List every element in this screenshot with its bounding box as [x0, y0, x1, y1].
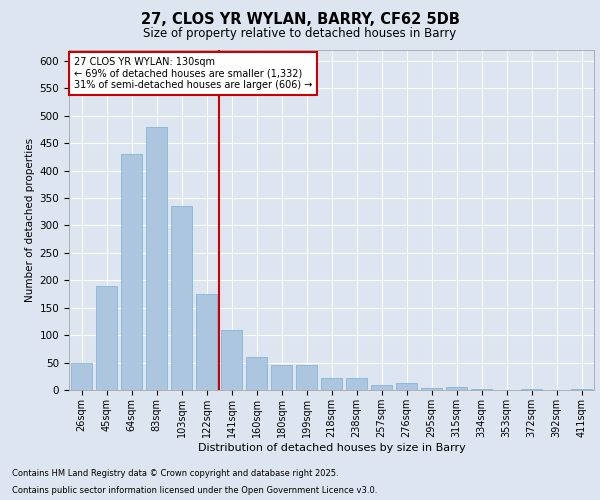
Bar: [121, 154, 142, 390]
Text: Contains public sector information licensed under the Open Government Licence v3: Contains public sector information licen…: [12, 486, 377, 495]
Bar: [296, 366, 317, 390]
Bar: [346, 378, 367, 390]
Bar: [521, 389, 542, 390]
X-axis label: Distribution of detached houses by size in Barry: Distribution of detached houses by size …: [197, 442, 466, 452]
Bar: [421, 388, 442, 390]
Bar: [71, 362, 92, 390]
Text: 27 CLOS YR WYLAN: 130sqm
← 69% of detached houses are smaller (1,332)
31% of sem: 27 CLOS YR WYLAN: 130sqm ← 69% of detach…: [74, 56, 313, 90]
Bar: [396, 384, 417, 390]
Bar: [196, 294, 217, 390]
Bar: [246, 357, 267, 390]
Y-axis label: Number of detached properties: Number of detached properties: [25, 138, 35, 302]
Text: Contains HM Land Registry data © Crown copyright and database right 2025.: Contains HM Land Registry data © Crown c…: [12, 468, 338, 477]
Bar: [321, 378, 342, 390]
Bar: [221, 330, 242, 390]
Bar: [171, 206, 192, 390]
Text: 27, CLOS YR WYLAN, BARRY, CF62 5DB: 27, CLOS YR WYLAN, BARRY, CF62 5DB: [140, 12, 460, 28]
Bar: [146, 127, 167, 390]
Bar: [271, 366, 292, 390]
Bar: [446, 388, 467, 390]
Bar: [96, 286, 117, 390]
Bar: [371, 384, 392, 390]
Text: Size of property relative to detached houses in Barry: Size of property relative to detached ho…: [143, 28, 457, 40]
